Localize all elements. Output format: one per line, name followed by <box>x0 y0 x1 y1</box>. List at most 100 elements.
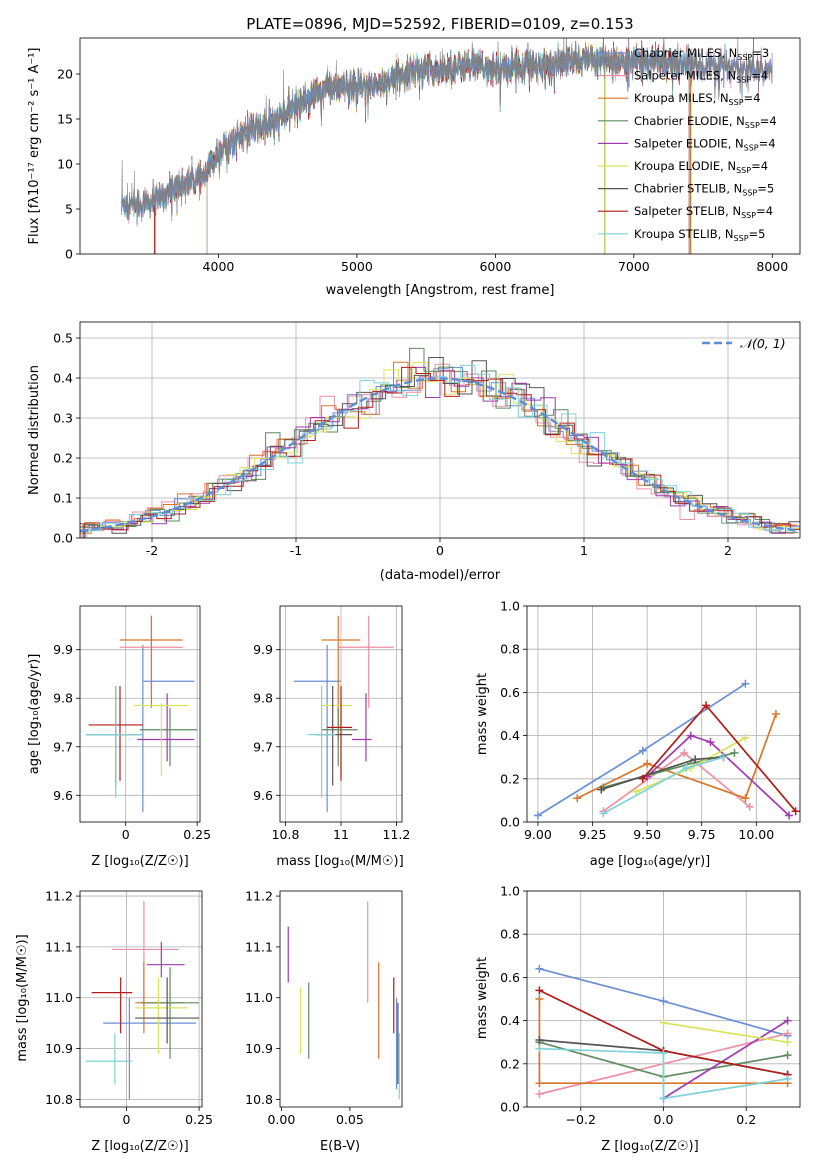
y-tick-label: 0 <box>65 247 73 262</box>
spectrum-panel: 4000 5000 6000 7000 8000 0 5 10 15 20 Chabrier MIL… <box>27 15 801 298</box>
weight-marker <box>535 995 544 1003</box>
y-tick-label: 0.0 <box>500 815 520 830</box>
weight-line <box>539 1047 788 1100</box>
y-tick-label: 9.7 <box>53 739 73 754</box>
y-tick-label: 0.8 <box>500 927 520 942</box>
weight-marker <box>785 811 794 820</box>
y-tick-label: 0.2 <box>500 1056 520 1071</box>
x-tick-label: 8000 <box>756 259 788 274</box>
legend-label: Kroupa MILES, NSSP=4 <box>634 91 760 107</box>
residuals-xlabel: (data-model)/error <box>380 568 501 583</box>
x-tick-label: −0.2 <box>566 1112 596 1127</box>
legend-label: Salpeter MILES, NSSP=4 <box>634 69 768 85</box>
age-vs-metallicity-ylabel: age [log₁₀(age/yr)] <box>27 654 42 775</box>
x-tick-label: 11.2 <box>383 827 411 842</box>
y-tick-label: 0.1 <box>53 491 73 506</box>
weight-marker <box>691 755 700 764</box>
residuals-ylabel: Normed distribution <box>27 365 42 495</box>
spectrum-model-line <box>207 39 606 178</box>
weight-marker <box>599 809 608 818</box>
axes-border <box>279 890 403 1108</box>
y-tick-label: 0.4 <box>500 1013 520 1028</box>
x-tick-label: -1 <box>290 543 302 558</box>
weight-marker <box>741 679 750 688</box>
legend-label: Kroupa ELODIE, NSSP=4 <box>634 159 768 175</box>
legend-label: Chabrier ELODIE, NSSP=4 <box>634 114 777 130</box>
weight-marker <box>783 1038 792 1047</box>
x-tick-label: 0 <box>436 543 444 558</box>
weight-line <box>602 756 724 815</box>
weight-vs-metallicity-panel: −0.2 0.0 0.2 0.0 0.2 0.4 0.6 0.8 1.0 Z [log₁₀(Z/… <box>475 884 801 1154</box>
weight-marker <box>783 1016 792 1025</box>
x-tick-label: 9.00 <box>524 827 552 842</box>
y-tick-label: 9.8 <box>253 691 273 706</box>
x-tick-label: 11 <box>333 827 349 842</box>
y-tick-label: 0.6 <box>500 685 520 700</box>
axes-border <box>526 605 801 823</box>
weight-vs-age-xlabel: age [log₁₀(age/yr)] <box>590 854 711 869</box>
axes-frame: 0.00 0.05 10.8 10.9 11.0 11.1 11.2 <box>245 889 403 1127</box>
y-tick-label: 0.4 <box>53 371 73 386</box>
plot-content <box>533 679 800 820</box>
plot-content <box>287 901 400 1100</box>
y-tick-label: 10.9 <box>245 1041 273 1056</box>
x-tick-label: 0 <box>122 827 130 842</box>
weight-marker <box>686 731 695 740</box>
y-tick-label: 11.0 <box>45 990 73 1005</box>
x-tick-label: 9.50 <box>633 827 661 842</box>
y-tick-label: 1.0 <box>500 884 520 899</box>
x-tick-label: 0.00 <box>267 1112 295 1127</box>
legend-label: 𝒩(0, 1) <box>740 336 786 351</box>
x-tick-label: 10.00 <box>738 827 774 842</box>
legend-label: Chabrier MILES, NSSP=3 <box>634 46 769 62</box>
x-tick-label: 9.75 <box>688 827 716 842</box>
y-tick-label: 9.6 <box>53 788 73 803</box>
legend-label: Salpeter ELODIE, NSSP=4 <box>634 136 776 152</box>
y-tick-label: 9.9 <box>53 642 73 657</box>
y-tick-label: 10.8 <box>245 1092 273 1107</box>
x-tick-label: 6000 <box>479 259 511 274</box>
x-tick-label: 0.0 <box>654 1112 674 1127</box>
age-vs-metallicity-plot-area: 0 0.25 9.6 9.7 9.8 9.9 <box>53 605 211 842</box>
weight-marker <box>730 748 739 757</box>
weight-vs-metallicity-ylabel: mass weight <box>475 957 490 1039</box>
x-tick-label: 1 <box>580 543 588 558</box>
normal-curve <box>80 377 798 533</box>
residual-histogram <box>80 367 794 534</box>
weight-marker <box>706 738 715 747</box>
weight-vs-age-plot-area: 9.00 9.25 9.50 9.75 10.00 0.0 0.2 0.4 0.6 0.8 1.0 <box>500 599 801 842</box>
weight-marker <box>659 1049 668 1057</box>
weight-vs-age-ylabel: mass weight <box>475 673 490 755</box>
plot-content <box>85 615 198 813</box>
residual-histogram <box>84 366 800 538</box>
residuals-panel: -2 -1 0 1 2 0.0 0.1 0.2 0.3 0.4 0.5 𝒩(0, 1) (data-m… <box>27 321 801 583</box>
y-tick-label: 0.5 <box>53 331 73 346</box>
weight-marker <box>535 1036 544 1045</box>
y-tick-label: 0.6 <box>500 970 520 985</box>
residuals-plot-area: -2 -1 0 1 2 0.0 0.1 0.2 0.3 0.4 0.5 𝒩(0, 1) <box>53 321 801 558</box>
spectrum-data-line <box>121 38 773 222</box>
residual-histogram <box>82 357 800 538</box>
x-tick-label: 0.05 <box>336 1112 364 1127</box>
y-tick-label: 20 <box>57 67 73 82</box>
residual-histogram <box>80 363 796 534</box>
legend-label: Salpeter STELIB, NSSP=4 <box>634 204 773 220</box>
weight-marker <box>741 733 750 742</box>
weight-marker <box>597 785 606 794</box>
weight-marker <box>702 701 711 710</box>
x-tick-label: 4000 <box>203 259 235 274</box>
x-tick-label: 5000 <box>341 259 373 274</box>
age-vs-mass-xlabel: mass [log₁₀(M/M☉)] <box>276 854 403 869</box>
y-tick-label: 0.0 <box>500 1100 520 1115</box>
weight-marker <box>638 774 647 783</box>
y-tick-label: 11.0 <box>245 990 273 1005</box>
weight-marker <box>643 759 652 768</box>
weight-marker <box>783 1074 792 1083</box>
x-tick-label: 0.25 <box>185 1112 213 1127</box>
axes-frame: −0.2 0.0 0.2 0.0 0.2 0.4 0.6 0.8 1.0 <box>500 884 801 1127</box>
age-vs-metallicity-xlabel: Z [log₁₀(Z/Z☉)] <box>91 854 188 869</box>
weight-marker <box>533 811 542 820</box>
mass-vs-ebv-xlabel: E(B-V) <box>320 1139 360 1154</box>
spectrum-xlabel: wavelength [Angstrom, rest frame] <box>326 283 555 298</box>
